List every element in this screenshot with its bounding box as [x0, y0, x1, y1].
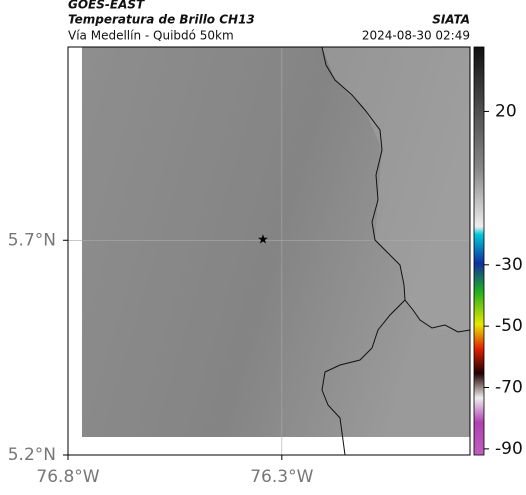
satellite: GOES-EAST — [68, 0, 145, 12]
colorbar — [473, 46, 485, 456]
map-frame — [67, 46, 471, 456]
lat-tick-label: 5.7°N — [8, 230, 56, 250]
lon-tick-label: 76.3°W — [250, 467, 313, 487]
land-bright — [322, 47, 470, 330]
station-marker: ★ — [257, 233, 269, 248]
coastline — [321, 299, 406, 456]
coastline — [321, 46, 471, 333]
colorbar-tick-label: -30 — [495, 255, 523, 275]
source: SIATA — [432, 13, 470, 27]
timestamp: 2024-08-30 02:49 — [362, 29, 470, 43]
colorbar-tick-label: 20 — [495, 101, 517, 121]
lat-tick-label: 5.2°N — [8, 445, 56, 465]
colorbar-tick-label: -70 — [495, 378, 523, 398]
product: Temperatura de Brillo CH13 — [68, 13, 255, 27]
lon-tick-label: 76.8°W — [36, 467, 99, 487]
region: Vía Medellín - Quibdó 50km — [68, 29, 234, 43]
colorbar-tick-label: -90 — [495, 439, 523, 459]
colorbar-tick-label: -50 — [495, 316, 523, 336]
